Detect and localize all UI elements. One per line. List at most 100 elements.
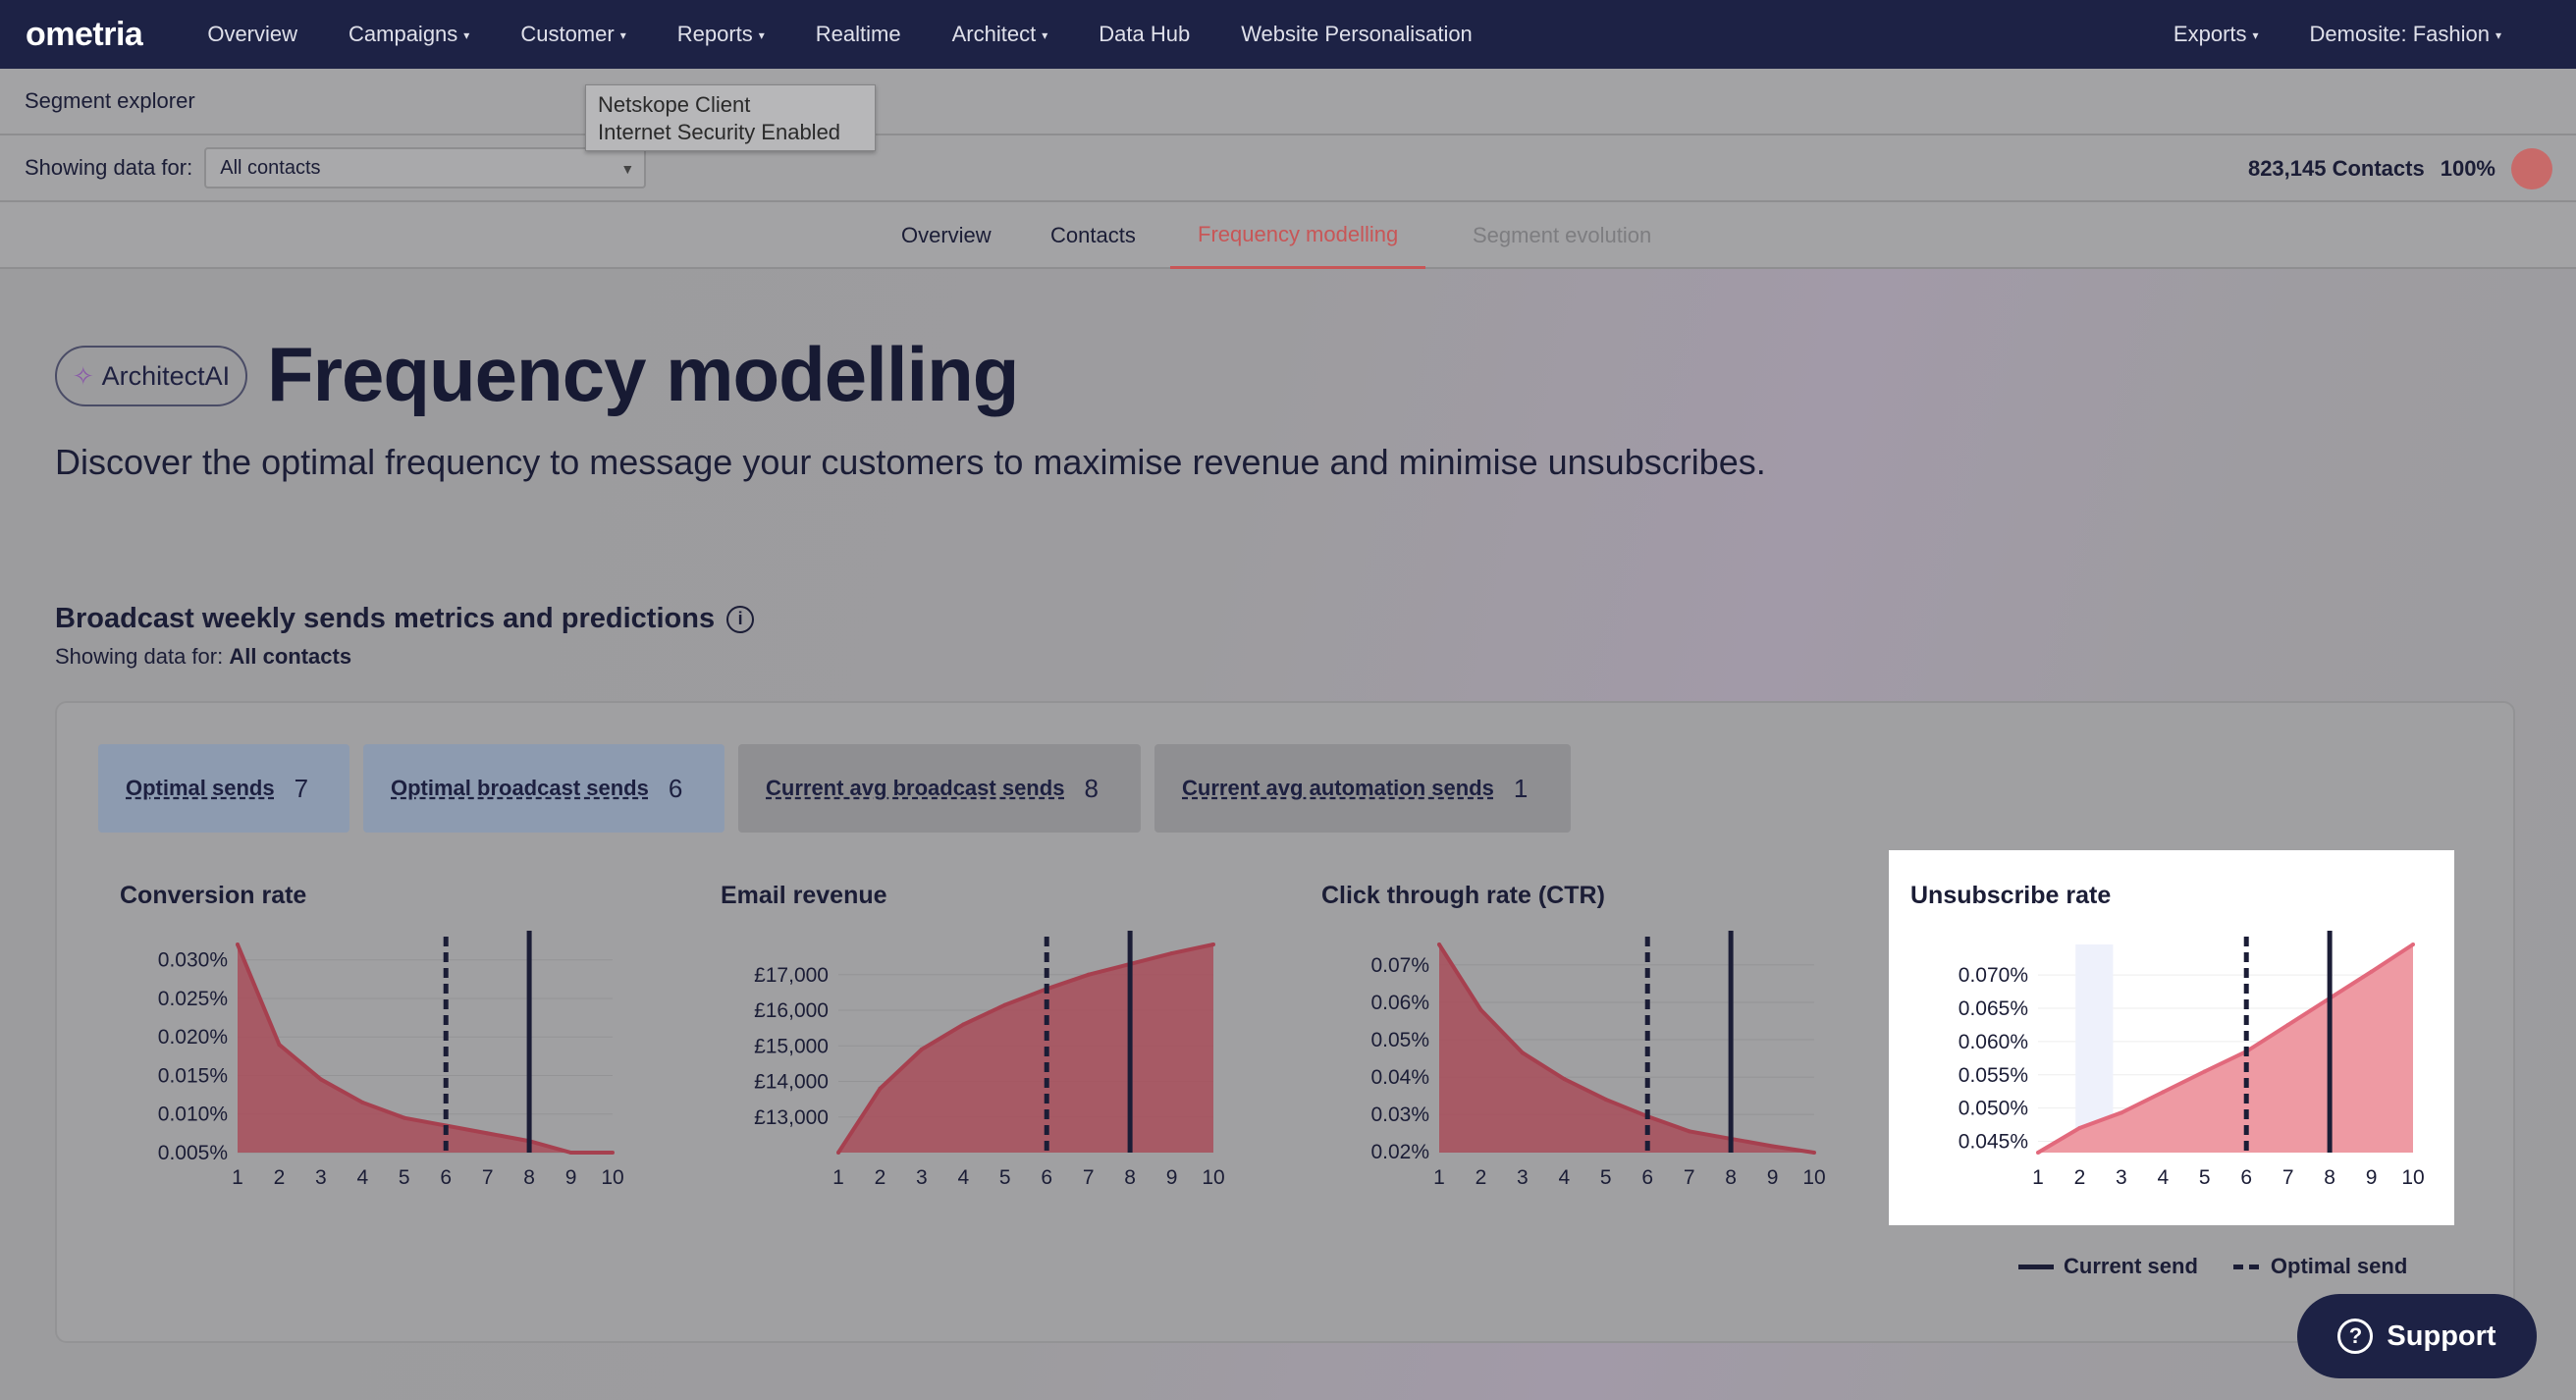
nav-item-website-personalisation[interactable]: Website Personalisation: [1241, 22, 1473, 47]
percent-indicator-icon: [2511, 148, 2552, 189]
y-tick-label: £14,000: [754, 1071, 829, 1094]
data-point: [1478, 1007, 1483, 1012]
x-tick-label: 2: [274, 1166, 286, 1189]
metric-optimal-broadcast-sends[interactable]: Optimal broadcast sends 6: [363, 744, 724, 833]
y-tick-label: 0.06%: [1370, 992, 1429, 1014]
email-revenue-svg: £13,000 £14,000 £15,000 £16,000 £17,000 1 2 3 4 5…: [754, 931, 1225, 1189]
tab-frequency-modelling[interactable]: Frequency modelling: [1170, 202, 1426, 269]
architect-ai-badge: ✧ ArchitectAI: [55, 346, 247, 406]
x-tick-label: 8: [1725, 1166, 1737, 1189]
nav-item-campaigns[interactable]: Campaigns ▾: [349, 22, 469, 47]
data-point: [836, 1151, 840, 1155]
section-title: Broadcast weekly sends metrics and predi…: [55, 603, 755, 635]
x-tick-label: 3: [1517, 1166, 1529, 1189]
y-tick-label: 0.050%: [1959, 1098, 2028, 1120]
y-tick-label: 0.020%: [158, 1026, 228, 1049]
metric-value: 6: [668, 773, 683, 803]
caret-down-icon: ▾: [1042, 28, 1048, 43]
nav-item-data-hub[interactable]: Data Hub: [1099, 22, 1190, 47]
series-line: [236, 943, 613, 1155]
nav-right-exports[interactable]: Exports ▾: [2174, 22, 2259, 47]
ometria-logo[interactable]: ometria: [26, 15, 143, 53]
tab-overview[interactable]: Overview: [901, 223, 992, 247]
data-point: [919, 1047, 924, 1051]
segment-select[interactable]: All contacts ▼: [204, 147, 647, 188]
data-point: [1562, 1077, 1567, 1082]
segment-explorer-title: Segment explorer: [25, 88, 195, 113]
nav-item-reports[interactable]: Reports ▾: [677, 22, 765, 47]
chart-email-revenue: Email revenue £13,000 £14,000 £15,000 £16,0…: [699, 850, 1264, 1225]
y-tick-label: 0.07%: [1370, 954, 1429, 977]
nav-right-demosite-fashion[interactable]: Demosite: Fashion ▾: [2310, 22, 2501, 47]
x-tick-label: 3: [315, 1166, 327, 1189]
chart-conversion-rate: Conversion rate 0.005% 0.010% 0.015% 0.020%…: [98, 850, 664, 1225]
section-sub-value: All contacts: [229, 644, 352, 669]
nav-item-label: Exports: [2173, 22, 2247, 46]
x-tick-label: 3: [2116, 1166, 2127, 1189]
filter-bar: Showing data for: All contacts ▼ 823,145…: [0, 135, 2576, 202]
y-tick-label: 0.015%: [158, 1064, 228, 1087]
x-tick-label: 1: [232, 1166, 243, 1189]
data-point: [277, 1043, 282, 1048]
data-point: [1002, 1002, 1007, 1007]
page-title: Frequency modelling: [267, 331, 1019, 417]
metric-current-avg-broadcast-sends[interactable]: Current avg broadcast sends 8: [738, 744, 1141, 833]
data-point: [2077, 1125, 2082, 1130]
y-tick-label: £13,000: [754, 1106, 829, 1129]
tooltip-line-1: Netskope Client: [598, 92, 751, 117]
data-point: [1603, 1097, 1608, 1102]
data-point: [1086, 972, 1091, 977]
nav-item-architect[interactable]: Architect ▾: [952, 22, 1048, 47]
chart-unsubscribe-rate: Unsubscribe rate 0.045% 0.050% 0.055% 0.060…: [1889, 850, 2454, 1225]
x-tick-label: 10: [601, 1166, 623, 1189]
main-content: ✧ ArchitectAI Frequency modelling Discov…: [0, 269, 2576, 1400]
data-point: [611, 1151, 615, 1155]
section-title-text: Broadcast weekly sends metrics and predi…: [55, 603, 716, 634]
caret-down-icon: ▾: [2495, 28, 2501, 43]
data-point: [2202, 1069, 2207, 1074]
x-tick-label: 2: [875, 1166, 886, 1189]
data-point: [402, 1115, 406, 1120]
nav-item-label: Website Personalisation: [1241, 22, 1473, 46]
x-tick-label: 9: [1166, 1166, 1178, 1189]
metric-value: 8: [1084, 773, 1099, 803]
tab-contacts[interactable]: Contacts: [1050, 223, 1136, 247]
data-point: [2411, 942, 2415, 946]
x-tick-label: 8: [1124, 1166, 1136, 1189]
nav-item-overview[interactable]: Overview: [207, 22, 297, 47]
x-tick-label: 7: [1684, 1166, 1695, 1189]
metric-current-avg-automation-sends[interactable]: Current avg automation sends 1: [1154, 744, 1571, 833]
data-point: [2036, 1151, 2040, 1155]
data-point: [2119, 1110, 2123, 1115]
showing-data-label: Showing data for:: [25, 155, 193, 180]
y-tick-label: £16,000: [754, 999, 829, 1022]
x-tick-label: 10: [2401, 1166, 2424, 1189]
y-tick-label: 0.010%: [158, 1104, 228, 1126]
nav-right-menu: Exports ▾ Demosite: Fashion ▾: [2148, 0, 2527, 69]
y-tick-label: 0.045%: [1959, 1130, 2028, 1153]
data-point: [1812, 1151, 1816, 1155]
caret-down-icon: ▾: [758, 28, 765, 43]
nav-item-label: Customer: [520, 22, 615, 46]
current-send-swatch: [2018, 1264, 2054, 1269]
metric-optimal-sends[interactable]: Optimal sends 7: [98, 744, 349, 833]
nav-item-label: Demosite: Fashion: [2309, 22, 2490, 46]
nav-item-label: Data Hub: [1099, 22, 1191, 46]
series-line: [2036, 942, 2415, 1155]
y-tick-label: £15,000: [754, 1035, 829, 1057]
support-button[interactable]: ? Support: [2297, 1294, 2537, 1378]
y-tick-label: 0.070%: [1959, 964, 2028, 987]
metric-label: Optimal broadcast sends: [391, 776, 649, 800]
y-tick-label: 0.005%: [158, 1142, 228, 1164]
x-tick-label: 2: [2074, 1166, 2086, 1189]
caret-down-icon: ▾: [463, 28, 470, 43]
nav-item-customer[interactable]: Customer ▾: [520, 22, 625, 47]
help-icon: ?: [2337, 1319, 2374, 1354]
info-icon[interactable]: i: [726, 605, 755, 633]
x-tick-label: 5: [2199, 1166, 2211, 1189]
metric-value: 1: [1513, 773, 1529, 803]
x-tick-label: 5: [999, 1166, 1011, 1189]
data-point: [360, 1100, 365, 1104]
nav-item-realtime[interactable]: Realtime: [816, 22, 901, 47]
tooltip-line-2: Internet Security Enabled: [598, 120, 841, 144]
